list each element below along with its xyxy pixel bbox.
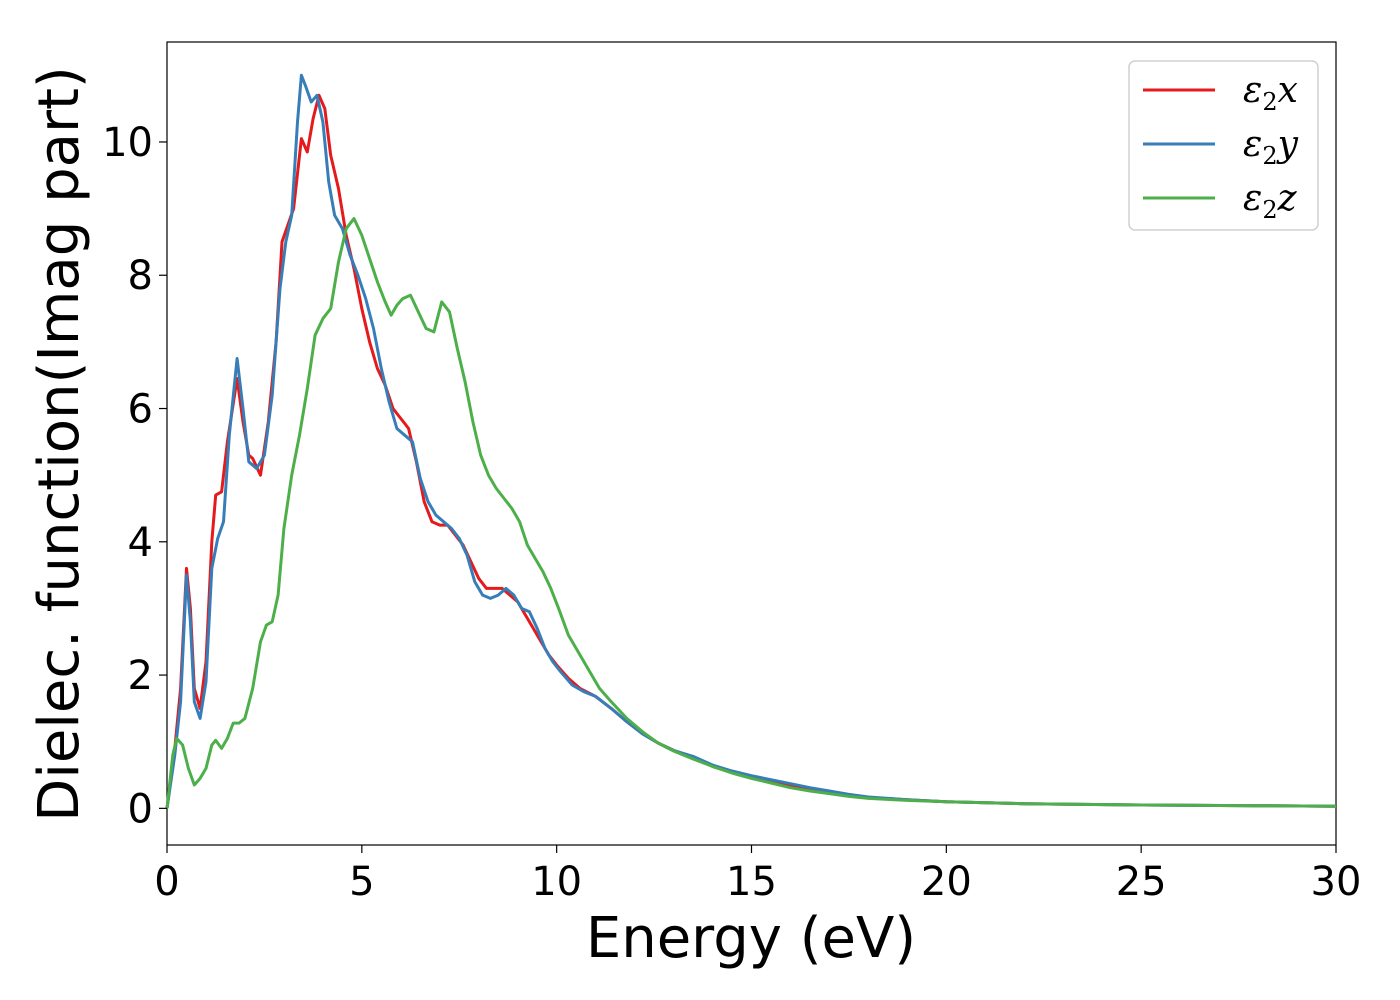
x-tick-label: 10	[531, 859, 582, 905]
legend-label-z: ε2z	[1243, 178, 1298, 224]
x-tick-label: 25	[1116, 859, 1167, 905]
x-tick-label: 0	[154, 859, 179, 905]
x-tick-label: 15	[726, 859, 777, 905]
x-tick-label: 5	[349, 859, 374, 905]
y-axis-label: Dielec. function(Imag part)	[27, 66, 92, 822]
legend-frame	[1128, 60, 1319, 231]
series-line-z	[165, 217, 1337, 809]
y-tick-label: 4	[128, 520, 153, 566]
x-axis-label: Energy (eV)	[586, 906, 916, 971]
series-layer	[165, 73, 1337, 809]
legend-label-x: ε2x	[1243, 70, 1298, 116]
y-ticks: 0 2 4 6 8 10	[102, 120, 167, 832]
legend-label-y: ε2y	[1243, 124, 1299, 170]
legend: ε2x ε2y ε2z	[1128, 60, 1319, 231]
series-line-y	[165, 73, 1337, 809]
y-tick-label: 0	[128, 786, 153, 832]
x-tick-label: 20	[921, 859, 972, 905]
y-tick-label: 8	[128, 253, 153, 299]
y-tick-label: 10	[102, 120, 153, 166]
y-tick-label: 2	[128, 653, 153, 699]
x-tick-label: 30	[1311, 859, 1362, 905]
y-tick-label: 6	[128, 387, 153, 433]
x-ticks: 0 5 10 15 20 25 30	[154, 845, 1361, 905]
